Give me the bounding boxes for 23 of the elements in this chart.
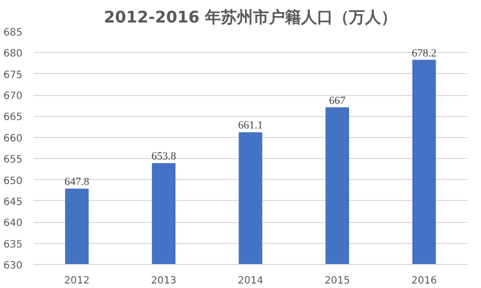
y-tick-label: 635 — [3, 239, 23, 250]
y-tick-label: 675 — [3, 70, 23, 81]
data-label: 653.8 — [151, 150, 177, 163]
y-tick-label: 630 — [3, 260, 23, 272]
data-label: 647.8 — [64, 176, 90, 188]
y-tick-label: 645 — [3, 196, 23, 208]
y-tick-label: 665 — [3, 112, 23, 124]
x-tick-label: 2015 — [324, 276, 350, 286]
y-tick-label: 670 — [3, 91, 23, 102]
x-tick-label: 2012 — [64, 276, 90, 286]
data-label: 678.2 — [412, 47, 436, 60]
data-label: 667 — [329, 94, 346, 107]
x-tick-label: 2013 — [150, 276, 176, 286]
y-tick-label: 680 — [3, 48, 23, 60]
x-tick-label: 2014 — [238, 276, 264, 286]
y-tick-label: 660 — [3, 133, 23, 144]
y-tick-label: 655 — [3, 154, 23, 166]
y-tick-label: 650 — [3, 176, 23, 187]
data-label: 661.1 — [238, 120, 263, 132]
x-tick-label: 2016 — [411, 276, 437, 286]
y-tick-label: 685 — [3, 28, 23, 38]
chart-title: 2012-2016 年苏州市户籍人口（万人） — [104, 8, 398, 26]
y-tick-label: 640 — [3, 218, 23, 230]
